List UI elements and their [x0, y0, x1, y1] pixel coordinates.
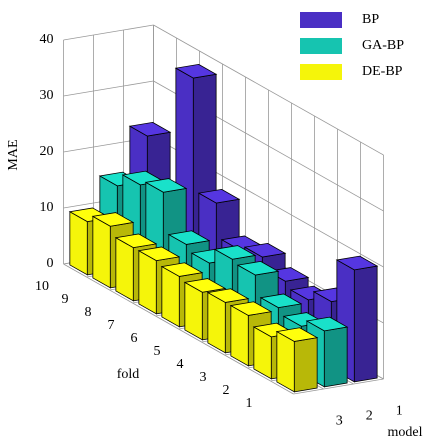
bar-top	[275, 327, 319, 342]
bar-top	[114, 233, 158, 249]
bar-front	[207, 291, 226, 354]
bar-top	[213, 245, 257, 260]
bar-top	[259, 293, 303, 309]
x-tick-label: 8	[85, 305, 92, 320]
x-axis-label: fold	[117, 367, 140, 382]
bar-front	[115, 237, 134, 302]
legend-swatch	[300, 64, 342, 80]
bar-top	[197, 188, 241, 204]
bar-front	[92, 215, 111, 289]
y-tick-label: 40	[40, 32, 54, 47]
bar-top	[144, 178, 188, 193]
grid-line	[63, 24, 154, 41]
bar-top	[160, 262, 204, 277]
x-tick-label: 6	[131, 331, 138, 346]
x-tick-label: 3	[200, 370, 207, 385]
y-tick-label: 10	[40, 200, 54, 215]
x-tick-label: 7	[108, 318, 115, 333]
z-axis-label: model	[388, 425, 423, 440]
bar-front	[161, 265, 180, 328]
floor-line	[63, 263, 294, 395]
bar-top	[167, 230, 211, 245]
bar	[275, 327, 319, 393]
bar-top	[305, 316, 349, 332]
floor-line	[293, 378, 384, 395]
bar-top	[206, 288, 250, 303]
bar-top	[174, 63, 218, 79]
bar-front	[276, 330, 295, 393]
bar-side	[293, 337, 318, 393]
legend-label: DE-BP	[362, 64, 403, 79]
y-axis-label: MAE	[6, 139, 21, 170]
bar-top	[137, 246, 181, 262]
bar-front	[69, 211, 88, 276]
legend-label: BP	[362, 12, 379, 27]
bar-top	[229, 301, 273, 316]
z-tick-label: 2	[366, 408, 373, 423]
bar-top	[335, 255, 379, 271]
bar-top	[236, 260, 280, 276]
legend-swatch	[300, 38, 342, 54]
legend-swatch	[300, 12, 342, 28]
y-tick-label: 0	[47, 256, 54, 271]
x-tick-label: 9	[62, 292, 69, 307]
bar-top	[128, 121, 172, 137]
y-tick-label: 30	[40, 88, 54, 103]
x-tick-label: 4	[177, 357, 184, 372]
legend-label: GA-BP	[362, 38, 404, 53]
x-tick-label: 5	[154, 344, 161, 359]
bar-front	[138, 250, 157, 315]
bar-front	[230, 304, 249, 367]
grid-line	[63, 80, 154, 97]
bar-top	[243, 242, 287, 258]
x-tick-label: 1	[246, 396, 253, 411]
bar-top	[91, 212, 135, 227]
z-tick-label: 1	[396, 403, 403, 418]
bar-side	[323, 326, 348, 388]
x-tick-label: 2	[223, 383, 230, 398]
bar-side	[353, 265, 378, 383]
x-tick-label: 10	[35, 279, 49, 294]
bar-top	[183, 278, 227, 293]
z-tick-label: 3	[336, 413, 343, 428]
y-tick-label: 20	[40, 144, 54, 159]
